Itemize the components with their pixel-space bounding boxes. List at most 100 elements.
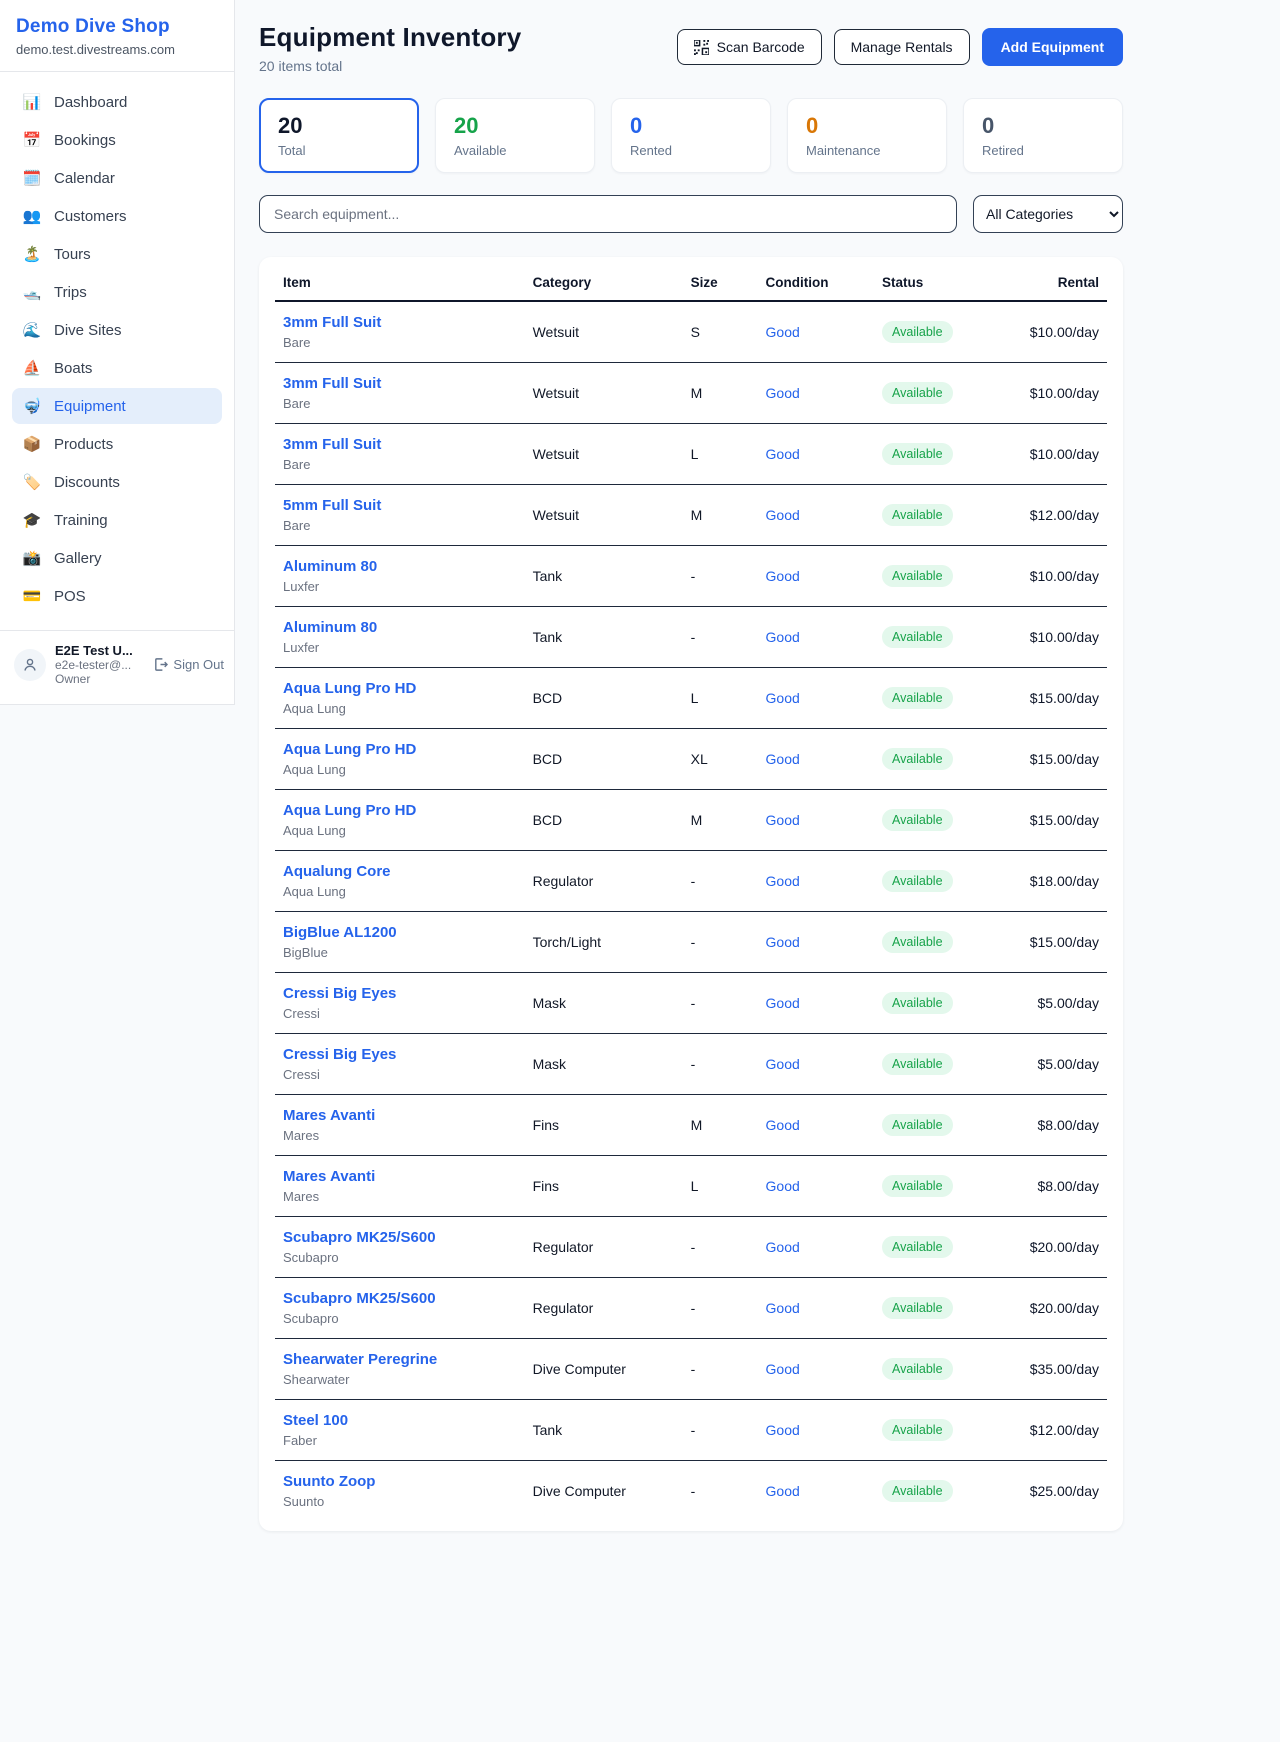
item-category: Mask [524,972,683,1034]
manage-rentals-label: Manage Rentals [850,39,953,55]
item-name-link[interactable]: Mares Avanti [283,1106,376,1124]
table-row: Steel 100 Faber Tank - Good Available $1… [275,1399,1107,1461]
condition-link[interactable]: Good [765,750,800,767]
condition-link[interactable]: Good [765,933,800,950]
calendar-icon: 🗓️ [22,170,42,187]
stat-card-retired[interactable]: 0 Retired [963,98,1123,173]
item-rental-price: $5.00/day [1015,1033,1107,1095]
item-name-link[interactable]: Aqua Lung Pro HD [283,740,417,758]
col-header-status: Status [874,259,1016,302]
user-role: Owner [55,672,91,686]
nav-item-label: Trips [54,283,87,301]
category-select[interactable]: All Categories [973,195,1123,233]
condition-link[interactable]: Good [765,1360,800,1377]
filters-row: All Categories [259,195,1123,233]
item-name-link[interactable]: Steel 100 [283,1411,349,1429]
item-name-link[interactable]: Scubapro MK25/S600 [283,1289,436,1307]
stat-card-total[interactable]: 20 Total [259,98,419,173]
item-name-link[interactable]: Aqua Lung Pro HD [283,679,417,697]
item-name-link[interactable]: Aluminum 80 [283,618,378,636]
item-size: - [690,1482,696,1499]
sidebar: Demo Dive Shop demo.test.divestreams.com… [0,0,235,705]
search-input[interactable] [259,195,957,233]
nav-item-label: Products [54,435,114,453]
status-badge: Available [882,930,953,953]
condition-link[interactable]: Good [765,994,800,1011]
sidebar-item-gallery[interactable]: 📸 Gallery [12,540,222,576]
sidebar-item-trips[interactable]: 🛥️ Trips [12,274,222,310]
item-name-link[interactable]: Aluminum 80 [283,557,378,575]
add-equipment-button[interactable]: Add Equipment [981,28,1123,66]
item-name-link[interactable]: 3mm Full Suit [283,435,382,453]
sidebar-item-equipment[interactable]: 🤿 Equipment [12,388,222,424]
item-name-link[interactable]: 3mm Full Suit [283,374,382,392]
item-brand: Aqua Lung [283,822,346,838]
sidebar-item-tours[interactable]: 🏝️ Tours [12,236,222,272]
sidebar-item-dive-sites[interactable]: 🌊 Dive Sites [12,312,222,348]
sidebar-item-customers[interactable]: 👥 Customers [12,198,222,234]
item-name-link[interactable]: Suunto Zoop [283,1472,376,1490]
condition-link[interactable]: Good [765,872,800,889]
condition-link[interactable]: Good [765,811,800,828]
condition-link[interactable]: Good [765,445,800,462]
stat-value: 20 [454,113,479,138]
condition-link[interactable]: Good [765,1055,800,1072]
item-name-link[interactable]: Cressi Big Eyes [283,984,397,1002]
nav-item-label: Bookings [54,131,116,149]
sidebar-item-bookings[interactable]: 📅 Bookings [12,122,222,158]
item-name-link[interactable]: Shearwater Peregrine [283,1350,438,1368]
item-size: - [682,850,758,912]
brand-domain: demo.test.divestreams.com [16,42,175,57]
table-row: Aqualung Core Aqua Lung Regulator - Good… [275,850,1107,912]
user-name: E2E Test U... [55,643,133,658]
item-name-link[interactable]: 3mm Full Suit [283,313,382,331]
condition-link[interactable]: Good [765,323,800,340]
sidebar-item-dashboard[interactable]: 📊 Dashboard [12,84,222,120]
item-name-link[interactable]: Scubapro MK25/S600 [283,1228,436,1246]
item-category: Fins [524,1094,683,1156]
sign-out-button[interactable]: Sign Out [153,657,224,672]
stat-card-maintenance[interactable]: 0 Maintenance [787,98,947,173]
sidebar-item-boats[interactable]: ⛵ Boats [12,350,222,386]
item-size: - [682,1277,758,1339]
sidebar-item-calendar[interactable]: 🗓️ Calendar [12,160,222,196]
condition-link[interactable]: Good [765,1421,800,1438]
item-name-link[interactable]: Cressi Big Eyes [283,1045,397,1063]
condition-link[interactable]: Good [765,1116,800,1133]
item-size: M [682,789,758,851]
status-badge: Available [882,1296,953,1319]
condition-link[interactable]: Good [765,384,800,401]
item-name-link[interactable]: BigBlue AL1200 [283,923,397,941]
sidebar-item-pos[interactable]: 💳 POS [12,578,222,614]
table-row: 3mm Full Suit Bare Wetsuit M Good Availa… [275,362,1107,424]
item-category: Regulator [524,1277,683,1339]
nav-item-label: Discounts [54,473,120,491]
condition-link[interactable]: Good [765,1238,800,1255]
stat-card-available[interactable]: 20 Available [435,98,595,173]
condition-link[interactable]: Good [765,689,800,706]
item-name-link[interactable]: Mares Avanti [283,1167,376,1185]
sidebar-item-training[interactable]: 🎓 Training [12,502,222,538]
condition-link[interactable]: Good [765,567,800,584]
item-brand: Scubapro [283,1249,339,1265]
stat-card-rented[interactable]: 0 Rented [611,98,771,173]
condition-link[interactable]: Good [765,628,800,645]
table-row: Aqua Lung Pro HD Aqua Lung BCD M Good Av… [275,789,1107,851]
sidebar-item-discounts[interactable]: 🏷️ Discounts [12,464,222,500]
condition-link[interactable]: Good [765,1482,800,1499]
scan-barcode-button[interactable]: Scan Barcode [676,29,822,65]
condition-link[interactable]: Good [765,1177,800,1194]
item-name-link[interactable]: 5mm Full Suit [283,496,382,514]
table-row: Aqua Lung Pro HD Aqua Lung BCD XL Good A… [275,728,1107,790]
item-name-link[interactable]: Aqualung Core [283,862,391,880]
item-rental-price: $8.00/day [1015,1094,1107,1156]
condition-link[interactable]: Good [765,1299,800,1316]
manage-rentals-button[interactable]: Manage Rentals [833,29,970,65]
item-brand: Mares [283,1127,320,1143]
item-category: Tank [524,606,683,668]
condition-link[interactable]: Good [765,506,800,523]
nav-item-label: Customers [54,207,127,225]
item-name-link[interactable]: Aqua Lung Pro HD [283,801,417,819]
sidebar-item-products[interactable]: 📦 Products [12,426,222,462]
item-rental-price: $25.00/day [1029,1482,1099,1499]
